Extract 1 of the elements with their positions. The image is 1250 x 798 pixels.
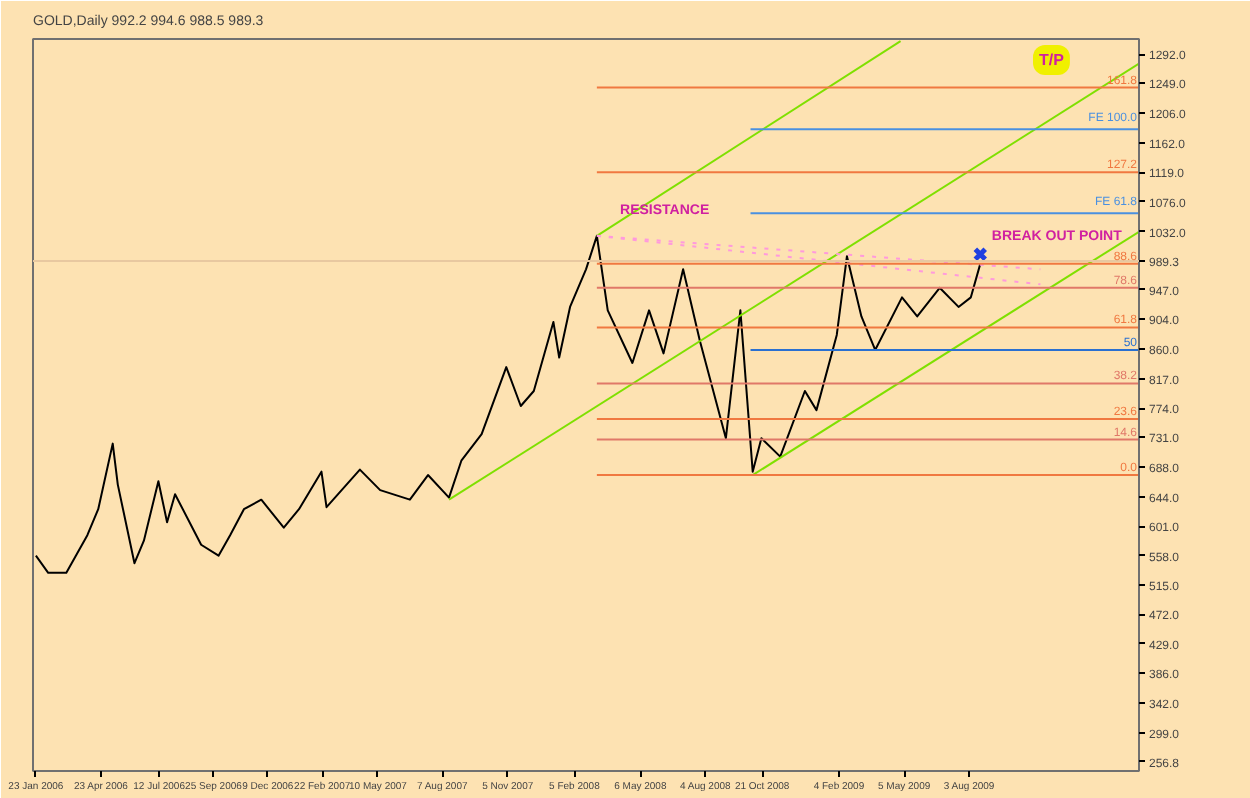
annotation: T/P	[1039, 51, 1066, 69]
